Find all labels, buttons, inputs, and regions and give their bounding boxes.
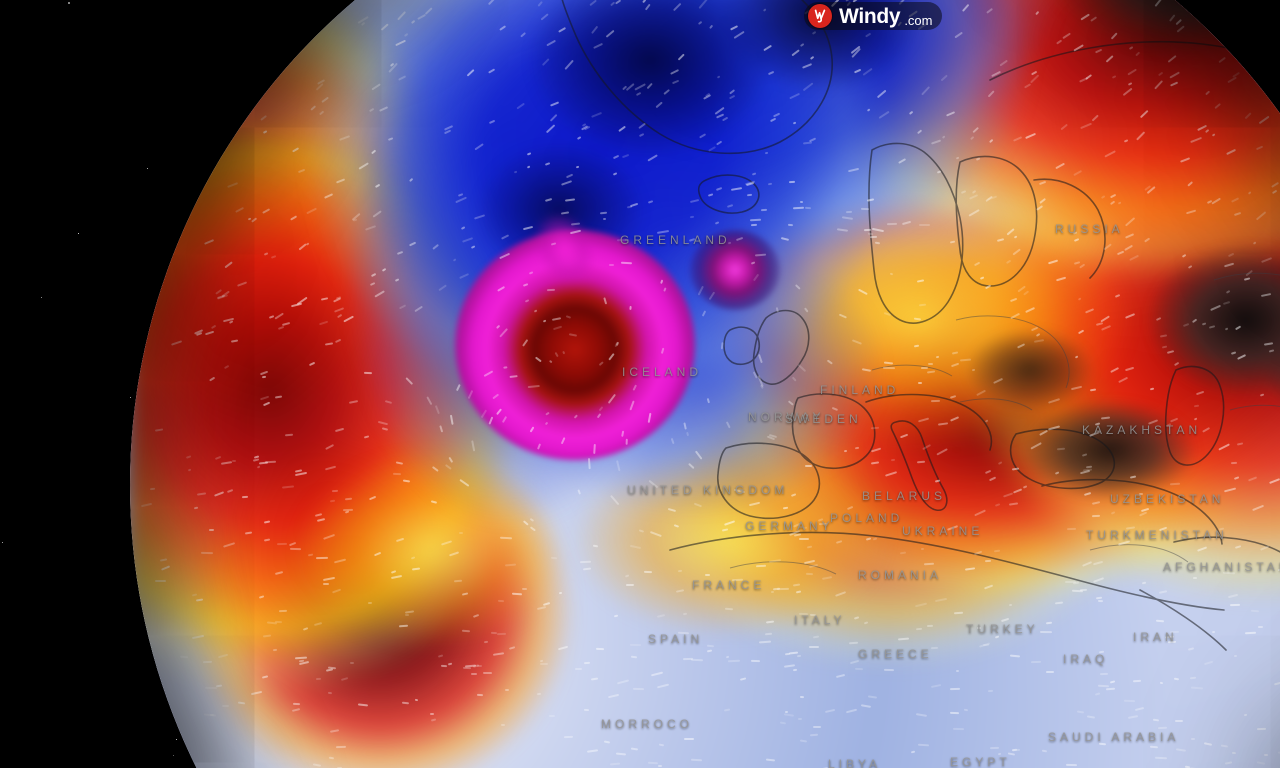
- windy-wordmark: Windy: [839, 4, 901, 28]
- windy-logo[interactable]: Windy .com: [804, 2, 943, 30]
- star: [68, 2, 70, 4]
- star: [2, 542, 3, 543]
- earth-globe[interactable]: [130, 0, 1280, 768]
- windy-tld: .com: [904, 13, 933, 28]
- coastline-overlay: [130, 0, 1280, 768]
- star: [41, 297, 42, 298]
- windy-swirl-icon: [808, 4, 832, 28]
- star: [78, 233, 79, 234]
